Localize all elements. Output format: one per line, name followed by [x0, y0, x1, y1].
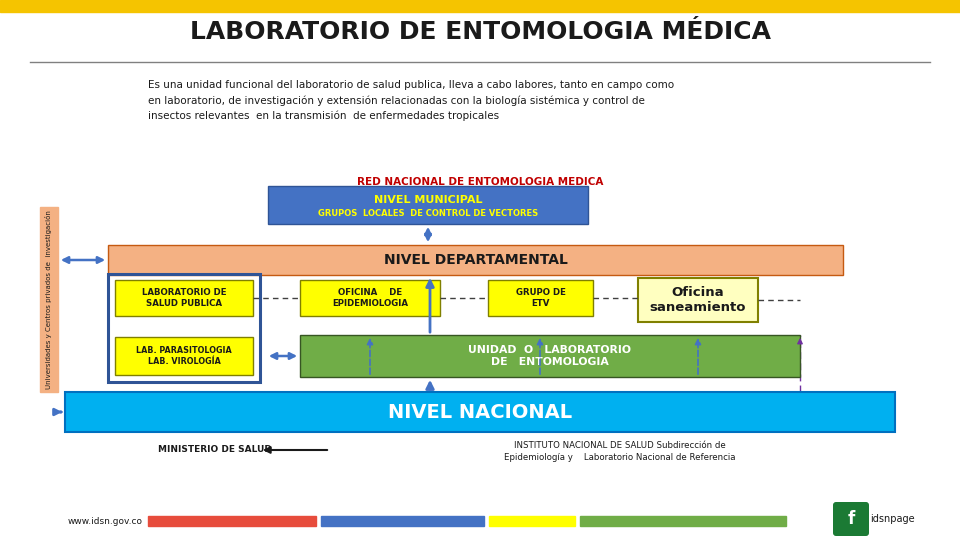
FancyBboxPatch shape — [65, 392, 895, 432]
FancyBboxPatch shape — [268, 186, 588, 224]
Text: INSTITUTO NACIONAL DE SALUD Subdirección de: INSTITUTO NACIONAL DE SALUD Subdirección… — [515, 441, 726, 449]
Bar — [580, 516, 786, 526]
FancyBboxPatch shape — [300, 335, 800, 377]
FancyBboxPatch shape — [833, 502, 869, 536]
Text: idsnpage: idsnpage — [870, 514, 915, 524]
Text: GRUPOS  LOCALES  DE CONTROL DE VECTORES: GRUPOS LOCALES DE CONTROL DE VECTORES — [318, 209, 538, 218]
Text: LAB. PARASITOLOGIA
LAB. VIROLOGÍA: LAB. PARASITOLOGIA LAB. VIROLOGÍA — [136, 346, 232, 366]
Bar — [148, 516, 316, 526]
Text: Universidades y Centros privados de  investigación: Universidades y Centros privados de inve… — [45, 210, 53, 389]
Text: GRUPO DE
ETV: GRUPO DE ETV — [516, 288, 565, 308]
FancyBboxPatch shape — [115, 337, 253, 375]
Text: Es una unidad funcional del laboratorio de salud publica, lleva a cabo labores, : Es una unidad funcional del laboratorio … — [148, 80, 674, 121]
Text: NIVEL DEPARTAMENTAL: NIVEL DEPARTAMENTAL — [384, 253, 567, 267]
Text: Epidemiología y    Laboratorio Nacional de Referencia: Epidemiología y Laboratorio Nacional de … — [504, 453, 735, 462]
Text: MINISTERIO DE SALUD: MINISTERIO DE SALUD — [158, 446, 272, 455]
Text: RED NACIONAL DE ENTOMOLOGIA MEDICA: RED NACIONAL DE ENTOMOLOGIA MEDICA — [357, 177, 603, 187]
Bar — [40, 207, 58, 392]
Text: UNIDAD  O   LABORATORIO
DE   ENTOMOLOGIA: UNIDAD O LABORATORIO DE ENTOMOLOGIA — [468, 345, 632, 367]
Text: OFICINA    DE
EPIDEMIOLOGIA: OFICINA DE EPIDEMIOLOGIA — [332, 288, 408, 308]
FancyBboxPatch shape — [488, 280, 593, 316]
Text: LABORATORIO DE ENTOMOLOGIA MÉDICA: LABORATORIO DE ENTOMOLOGIA MÉDICA — [189, 20, 771, 44]
Text: f: f — [848, 510, 854, 528]
Bar — [321, 516, 484, 526]
Text: LABORATORIO DE
SALUD PUBLICA: LABORATORIO DE SALUD PUBLICA — [142, 288, 227, 308]
FancyBboxPatch shape — [300, 280, 440, 316]
Text: www.idsn.gov.co: www.idsn.gov.co — [68, 516, 143, 525]
Bar — [0, 0, 960, 12]
Text: NIVEL MUNICIPAL: NIVEL MUNICIPAL — [373, 195, 482, 205]
Bar — [108, 274, 260, 382]
FancyBboxPatch shape — [115, 280, 253, 316]
Text: NIVEL NACIONAL: NIVEL NACIONAL — [388, 402, 572, 422]
Bar — [489, 516, 575, 526]
FancyBboxPatch shape — [638, 278, 758, 322]
Text: Oficina
saneamiento: Oficina saneamiento — [650, 286, 746, 314]
FancyBboxPatch shape — [108, 245, 843, 275]
